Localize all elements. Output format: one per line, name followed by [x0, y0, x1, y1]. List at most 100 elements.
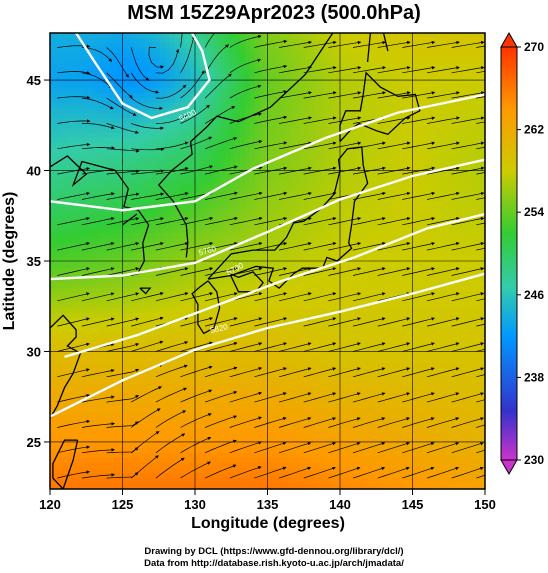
field-cell: [390, 183, 396, 189]
field-cell: [180, 293, 186, 299]
field-cell: [85, 193, 91, 199]
field-cell: [325, 88, 331, 94]
field-cell: [460, 253, 466, 259]
field-cell: [165, 213, 171, 219]
field-cell: [175, 68, 181, 74]
field-cell: [280, 178, 286, 184]
field-cell: [145, 138, 151, 144]
field-cell: [155, 143, 161, 149]
field-cell: [75, 53, 81, 59]
field-cell: [405, 178, 411, 184]
field-cell: [60, 133, 66, 139]
field-cell: [405, 288, 411, 294]
field-cell: [60, 223, 66, 229]
field-cell: [80, 83, 86, 89]
field-cell: [240, 133, 246, 139]
field-cell: [305, 293, 311, 299]
field-cell: [440, 293, 446, 299]
field-cell: [140, 188, 146, 194]
field-cell: [470, 118, 476, 124]
field-cell: [475, 193, 481, 199]
field-cell: [435, 88, 441, 94]
field-cell: [95, 203, 101, 209]
field-cell: [135, 68, 141, 74]
field-cell: [385, 208, 391, 214]
field-cell: [375, 108, 381, 114]
field-cell: [420, 253, 426, 259]
field-cell: [430, 208, 436, 214]
field-cell: [75, 128, 81, 134]
field-cell: [390, 88, 396, 94]
field-cell: [200, 93, 206, 99]
field-cell: [155, 243, 161, 249]
field-cell: [440, 133, 446, 139]
field-cell: [390, 138, 396, 144]
field-cell: [300, 208, 306, 214]
field-cell: [225, 263, 231, 269]
field-cell: [55, 253, 61, 259]
field-cell: [245, 243, 251, 249]
field-cell: [400, 43, 406, 49]
field-cell: [390, 263, 396, 269]
field-cell: [170, 123, 176, 129]
field-cell: [480, 313, 485, 319]
field-cell: [130, 268, 136, 274]
field-cell: [95, 298, 101, 304]
field-cell: [375, 73, 381, 79]
field-cell: [395, 43, 401, 49]
field-cell: [100, 308, 106, 314]
field-cell: [310, 148, 316, 154]
field-cell: [400, 213, 406, 219]
field-cell: [270, 183, 276, 189]
field-cell: [165, 73, 171, 79]
field-cell: [430, 38, 436, 44]
field-cell: [430, 198, 436, 204]
field-cell: [115, 48, 121, 54]
field-cell: [405, 88, 411, 94]
field-cell: [430, 308, 436, 314]
field-cell: [295, 113, 301, 119]
field-cell: [420, 103, 426, 109]
field-cell: [165, 303, 171, 309]
field-cell: [150, 163, 156, 169]
field-cell: [90, 63, 96, 69]
field-cell: [205, 223, 211, 229]
field-cell: [220, 43, 226, 49]
field-cell: [305, 298, 311, 304]
field-cell: [370, 308, 376, 314]
field-cell: [95, 248, 101, 254]
field-cell: [115, 278, 121, 284]
field-cell: [240, 263, 246, 269]
field-cell: [380, 198, 386, 204]
field-cell: [275, 298, 281, 304]
field-cell: [320, 143, 326, 149]
field-cell: [290, 283, 296, 289]
field-cell: [310, 138, 316, 144]
field-cell: [335, 163, 341, 169]
field-cell: [115, 238, 121, 244]
field-cell: [140, 63, 146, 69]
field-cell: [360, 238, 366, 244]
field-cell: [125, 298, 131, 304]
field-cell: [50, 213, 56, 219]
field-cell: [455, 188, 461, 194]
field-cell: [140, 238, 146, 244]
field-cell: [235, 118, 241, 124]
field-cell: [330, 223, 336, 229]
field-cell: [480, 153, 485, 159]
field-cell: [320, 253, 326, 259]
field-cell: [130, 58, 136, 64]
field-cell: [160, 183, 166, 189]
field-cell: [95, 33, 101, 39]
field-cell: [200, 33, 206, 39]
field-cell: [215, 123, 221, 129]
field-cell: [480, 58, 485, 64]
field-cell: [285, 138, 291, 144]
field-cell: [145, 133, 151, 139]
field-cell: [325, 298, 331, 304]
field-cell: [55, 143, 61, 149]
field-cell: [200, 158, 206, 164]
field-cell: [105, 138, 111, 144]
field-cell: [480, 48, 485, 54]
field-cell: [235, 188, 241, 194]
